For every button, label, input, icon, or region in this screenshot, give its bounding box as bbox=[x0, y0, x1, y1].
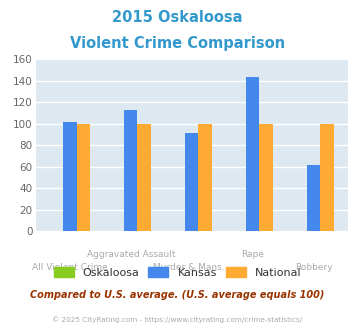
Bar bbox=[198, 124, 212, 231]
Text: Rape: Rape bbox=[241, 250, 264, 259]
Bar bbox=[320, 124, 334, 231]
Text: All Violent Crime: All Violent Crime bbox=[32, 263, 108, 272]
Bar bbox=[77, 124, 90, 231]
Legend: Oskaloosa, Kansas, National: Oskaloosa, Kansas, National bbox=[49, 263, 306, 282]
Bar bbox=[307, 164, 320, 231]
Text: © 2025 CityRating.com - https://www.cityrating.com/crime-statistics/: © 2025 CityRating.com - https://www.city… bbox=[53, 317, 302, 323]
Bar bbox=[63, 121, 77, 231]
Text: Violent Crime Comparison: Violent Crime Comparison bbox=[70, 36, 285, 51]
Bar bbox=[137, 124, 151, 231]
Text: Compared to U.S. average. (U.S. average equals 100): Compared to U.S. average. (U.S. average … bbox=[30, 290, 325, 300]
Text: Aggravated Assault: Aggravated Assault bbox=[87, 250, 175, 259]
Text: 2015 Oskaloosa: 2015 Oskaloosa bbox=[112, 10, 243, 25]
Bar bbox=[124, 110, 137, 231]
Bar bbox=[260, 124, 273, 231]
Bar bbox=[246, 77, 260, 231]
Bar bbox=[185, 133, 198, 231]
Text: Robbery: Robbery bbox=[295, 263, 332, 272]
Text: Murder & Mans...: Murder & Mans... bbox=[153, 263, 230, 272]
